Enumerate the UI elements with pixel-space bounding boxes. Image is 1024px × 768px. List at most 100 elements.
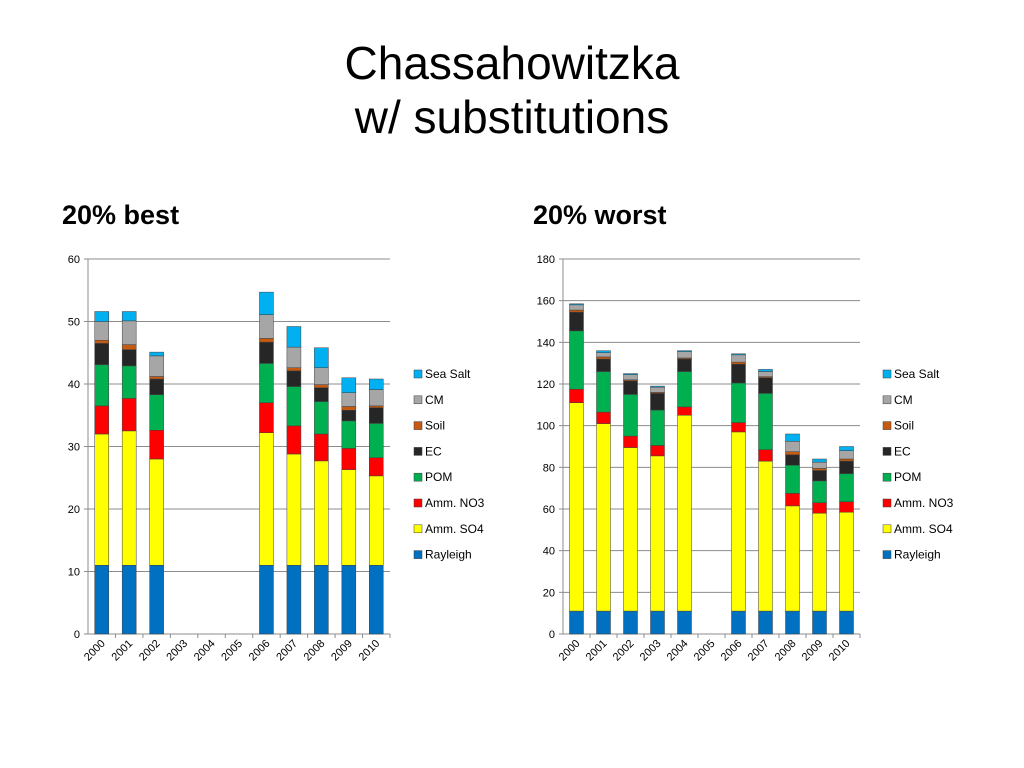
bar-segment-amm-so4-2003 — [650, 455, 665, 612]
bar-segment-ec-2002 — [149, 378, 164, 395]
bar-segment-pom-2007 — [286, 386, 302, 427]
legend-swatch-rayleigh — [413, 550, 423, 559]
bar-segment-cm-2008 — [314, 367, 329, 385]
legend-swatch-cm — [882, 395, 892, 405]
y-tick-label: 0 — [549, 629, 555, 641]
bar-segment-pom-2008 — [314, 401, 329, 435]
x-tick-label: 2000 — [82, 638, 108, 664]
legend-label-soil: Soil — [425, 419, 445, 433]
bar-segment-amm-so4-2008 — [314, 460, 329, 566]
legend-swatch-soil — [882, 421, 892, 430]
bar-segment-amm-so4-2002 — [623, 447, 638, 612]
bar-segment-amm-so4-2006 — [259, 432, 274, 566]
bar-segment-rayleigh-2010 — [369, 565, 384, 635]
legend-swatch-amm-no3 — [882, 498, 892, 508]
legend-label-amm-so4: Amm. SO4 — [894, 522, 953, 536]
bar-segment-ec-2008 — [785, 454, 800, 466]
bar-segment-amm-so4-2009 — [341, 469, 357, 566]
legend-label-cm: CM — [425, 393, 444, 407]
bar-segment-sea-salt-2003 — [650, 385, 665, 388]
bar-segment-amm-no3-2006 — [259, 402, 274, 433]
legend-swatch-amm-no3 — [413, 498, 423, 508]
bar-segment-amm-so4-2000 — [569, 402, 584, 612]
bar-segment-amm-so4-2001 — [121, 430, 137, 566]
bar-segment-sea-salt-2002 — [623, 373, 638, 375]
bar-segment-cm-2004 — [677, 351, 692, 359]
bar-segment-pom-2010 — [839, 473, 854, 502]
x-tick-label: 2002 — [137, 638, 163, 664]
bar-segment-ec-2001 — [596, 358, 611, 372]
bar-segment-sea-salt-2001 — [121, 311, 137, 322]
bar-segment-sea-salt-2007 — [758, 369, 773, 372]
x-tick-label: 2001 — [584, 638, 610, 664]
bar-segment-pom-2010 — [369, 423, 384, 458]
y-tick-label: 60 — [543, 504, 555, 516]
bar-segment-cm-2006 — [259, 314, 274, 339]
bar-segment-rayleigh-2006 — [259, 565, 274, 635]
bar-segment-pom-2009 — [812, 480, 827, 503]
y-tick-label: 30 — [68, 442, 80, 454]
bar-segment-amm-no3-2004 — [677, 406, 692, 416]
legend-label-sea-salt: Sea Salt — [894, 367, 940, 381]
bar-segment-pom-2007 — [758, 393, 773, 450]
bar-segment-sea-salt-2008 — [314, 347, 329, 368]
legend-label-pom: POM — [894, 470, 921, 484]
bar-segment-amm-no3-2008 — [314, 433, 329, 462]
legend-label-rayleigh: Rayleigh — [425, 548, 472, 562]
bar-segment-cm-2001 — [596, 352, 611, 358]
bar-segment-sea-salt-2009 — [341, 377, 357, 393]
bar-segment-ec-2004 — [677, 358, 692, 372]
legend-label-amm-no3: Amm. NO3 — [425, 496, 485, 510]
bar-segment-rayleigh-2008 — [785, 610, 800, 635]
legend-swatch-sea-salt — [413, 369, 423, 379]
bar-segment-rayleigh-2007 — [286, 565, 302, 635]
bar-segment-cm-2001 — [121, 320, 137, 345]
bar-segment-rayleigh-2007 — [758, 610, 773, 635]
bar-segment-ec-2007 — [758, 377, 773, 394]
bar-segment-soil-2000 — [94, 340, 109, 344]
y-tick-label: 40 — [543, 546, 555, 558]
bar-segment-cm-2007 — [758, 371, 773, 377]
bar-segment-sea-salt-2006 — [259, 291, 274, 315]
bar-segment-pom-2001 — [596, 371, 611, 413]
y-tick-label: 0 — [74, 629, 80, 641]
x-tick-label: 2008 — [773, 638, 799, 664]
bar-segment-amm-so4-2010 — [839, 511, 854, 612]
x-tick-label: 2009 — [329, 638, 355, 664]
legend-label-sea-salt: Sea Salt — [425, 367, 471, 381]
bar-segment-rayleigh-2003 — [650, 610, 665, 635]
bar-segment-ec-2009 — [341, 410, 357, 422]
bar-segment-rayleigh-2000 — [94, 565, 109, 635]
legend-label-soil: Soil — [894, 419, 914, 433]
bar-segment-cm-2007 — [286, 346, 302, 368]
bar-segment-soil-2007 — [286, 367, 302, 372]
bar-segment-sea-salt-2009 — [812, 458, 827, 463]
title-line-1: Chassahowitzka — [344, 37, 680, 89]
legend-swatch-amm-so4 — [882, 524, 892, 534]
bar-segment-pom-2004 — [677, 371, 692, 408]
chart-worst: 0 20 40 60 80 100 120 140 160 180 2000 2001 2002 2003… — [537, 254, 954, 663]
x-tick-label: 2009 — [800, 638, 826, 664]
bar-segment-sea-salt-2004 — [677, 350, 692, 352]
worst-days-heading: 20% worst — [533, 200, 667, 230]
bar-segment-amm-so4-2006 — [731, 431, 746, 612]
bar-segment-amm-no3-2002 — [623, 435, 638, 448]
bar-segment-ec-2010 — [369, 407, 384, 424]
y-tick-label: 180 — [537, 254, 555, 266]
legend-swatch-cm — [413, 395, 423, 405]
legend-swatch-amm-so4 — [413, 524, 423, 534]
x-tick-label: 2008 — [302, 638, 328, 664]
x-tick-label: 2007 — [746, 638, 772, 664]
best-days-heading: 20% best — [62, 200, 180, 230]
bar-segment-amm-no3-2001 — [121, 398, 137, 432]
bar-segment-rayleigh-2000 — [569, 610, 584, 635]
bar-segment-amm-no3-2001 — [596, 411, 611, 424]
bar-segment-amm-no3-2008 — [785, 493, 800, 507]
legend-best: Sea Salt CM Soil EC POM Amm. NO3 Amm. SO4 Rayle… — [413, 367, 485, 562]
bar-segment-cm-2002 — [623, 374, 638, 381]
bar-segment-soil-2002 — [149, 376, 164, 380]
x-tick-label: 2004 — [192, 638, 218, 664]
bar-segment-pom-2001 — [121, 365, 137, 399]
bar-segment-amm-no3-2002 — [149, 430, 164, 460]
